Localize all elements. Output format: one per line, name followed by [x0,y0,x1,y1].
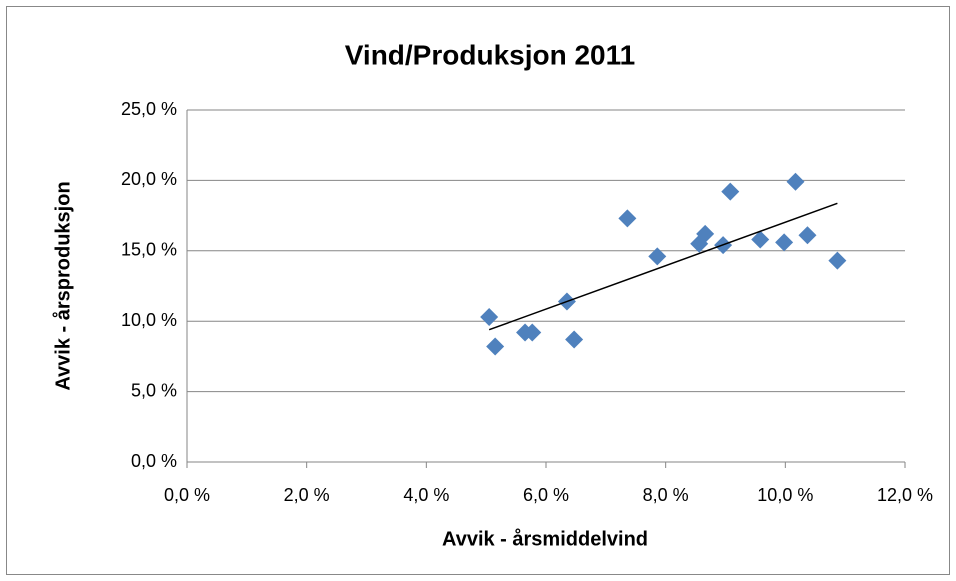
point [696,224,715,243]
y-tick-label: 20,0 % [121,169,177,189]
point [786,172,805,191]
x-tick-label: 0,0 % [164,485,210,505]
trendline [488,202,838,331]
x-tick-label: 8,0 % [643,485,689,505]
x-tick-label: 12,0 % [877,485,933,505]
point [751,230,770,249]
y-tick-label: 25,0 % [121,99,177,119]
point [486,337,505,356]
chart-title: Vind/Produksjon 2011 [345,39,635,70]
y-axis-title: Avvik - årsproduksjon [51,181,74,390]
y-tick-label: 0,0 % [131,451,177,471]
x-tick-label: 6,0 % [523,485,569,505]
x-axis-title: Avvik - årsmiddelvind [442,527,648,550]
point [775,233,794,252]
point [828,251,847,270]
y-tick-label: 5,0 % [131,380,177,400]
point [480,307,499,326]
point [721,182,740,201]
x-tick-label: 4,0 % [403,485,449,505]
x-tick-label: 2,0 % [284,485,330,505]
point [798,226,817,245]
x-tick-label: 10,0 % [757,485,813,505]
point [523,323,542,342]
chart-border [6,6,950,575]
point [618,209,637,228]
point [648,247,667,266]
y-tick-label: 10,0 % [121,310,177,330]
point [565,330,584,349]
y-tick-label: 15,0 % [121,240,177,260]
